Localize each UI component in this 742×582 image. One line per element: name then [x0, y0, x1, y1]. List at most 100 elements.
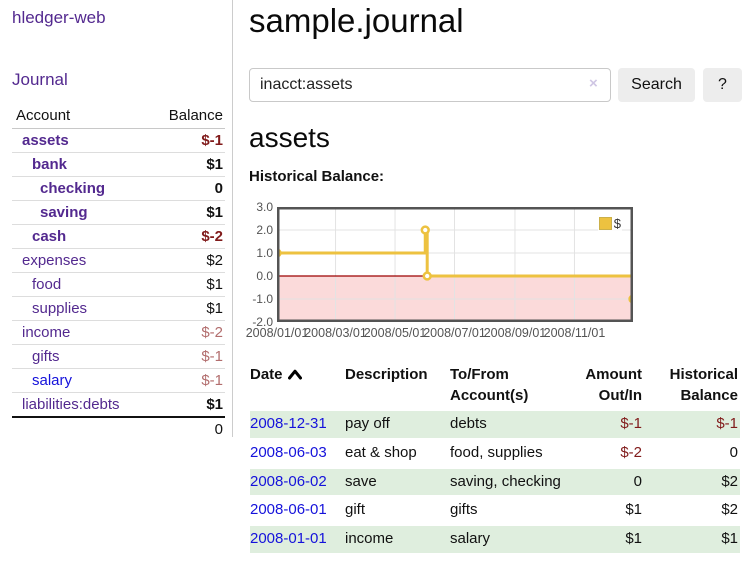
account-balance: $1 [149, 273, 225, 297]
account-link-supplies[interactable]: supplies [32, 300, 87, 317]
total-spacer [12, 417, 149, 441]
transaction-description: gift [345, 497, 450, 524]
transaction-amount: 0 [580, 469, 642, 496]
register-header-accounts: To/From Account(s) [450, 362, 580, 409]
account-link-checking[interactable]: checking [40, 180, 105, 197]
account-row: saving $1 [12, 201, 225, 225]
account-balance: $1 [149, 393, 225, 418]
hledger-web-page: hledger-web Journal Account Balance asse… [0, 0, 742, 582]
account-link-liabilities-debts[interactable]: liabilities:debts [22, 396, 120, 413]
account-row: food $1 [12, 273, 225, 297]
account-balance: $-2 [149, 225, 225, 249]
help-button[interactable]: ? [703, 68, 742, 102]
account-row: liabilities:debts $1 [12, 393, 225, 418]
transaction-accounts: food, supplies [450, 440, 580, 467]
search-input[interactable] [249, 68, 611, 102]
y-axis-tick-label: 1.0 [241, 246, 273, 260]
sidebar-item-journal[interactable]: Journal [12, 70, 68, 90]
sidebar-divider [232, 0, 233, 437]
transaction-date-link[interactable]: 2008-06-01 [250, 501, 327, 518]
chart-title: Historical Balance: [249, 168, 384, 185]
register-row: 2008-06-03 eat & shopfood, supplies$-20 [250, 440, 740, 467]
y-axis-tick-label: -1.0 [241, 292, 273, 306]
account-row: salary $-1 [12, 369, 225, 393]
transaction-balance: $1 [642, 526, 740, 553]
transaction-amount: $1 [580, 497, 642, 524]
chart-canvas [277, 207, 633, 322]
account-link-gifts[interactable]: gifts [32, 348, 60, 365]
account-row: expenses $2 [12, 249, 225, 273]
account-link-assets[interactable]: assets [22, 132, 69, 149]
register-header-amount: Amount Out/In [580, 362, 642, 409]
transaction-accounts: saving, checking [450, 469, 580, 496]
transaction-date-link[interactable]: 2008-12-31 [250, 415, 327, 432]
transaction-amount: $-2 [580, 440, 642, 467]
account-link-saving[interactable]: saving [40, 204, 88, 221]
search-button[interactable]: Search [618, 68, 695, 102]
clear-search-icon[interactable]: × [589, 75, 598, 92]
account-balance: $-1 [149, 129, 225, 153]
register-header-row: Date Description To/From Account(s) Amou… [250, 362, 740, 409]
register-row: 2008-12-31pay offdebts$-1$-1 [250, 411, 740, 438]
transaction-description: income [345, 526, 450, 553]
accounts-header-account: Account [12, 104, 149, 129]
accounts-header-row: Account Balance [12, 104, 225, 129]
account-link-salary[interactable]: salary [32, 372, 72, 389]
transaction-date-link[interactable]: 2008-06-02 [250, 473, 327, 490]
account-row: supplies $1 [12, 297, 225, 321]
search-form: × Search ? [249, 68, 742, 102]
account-link-cash[interactable]: cash [32, 228, 66, 245]
transaction-amount: $1 [580, 526, 642, 553]
register-row: 2008-06-01 giftgifts$1$2 [250, 497, 740, 524]
account-link-expenses[interactable]: expenses [22, 252, 86, 269]
y-axis-tick-label: 3.0 [241, 200, 273, 214]
transaction-accounts: salary [450, 526, 580, 553]
transaction-description: save [345, 469, 450, 496]
account-row: gifts$-1 [12, 345, 225, 369]
account-balance: $1 [149, 153, 225, 177]
account-link-bank[interactable]: bank [32, 156, 67, 173]
account-row: cash $-2 [12, 225, 225, 249]
transaction-accounts: debts [450, 411, 580, 438]
account-section-title: assets [249, 122, 330, 154]
brand-link[interactable]: hledger-web [12, 8, 106, 28]
account-row: checking 0 [12, 177, 225, 201]
accounts-total-row: 0 [12, 417, 225, 441]
historical-balance-chart: $ 3.02.01.00.0-1.0-2.02008/01/012008/03/… [249, 200, 742, 345]
register-header-description: Description [345, 362, 450, 409]
account-balance: 0 [149, 177, 225, 201]
accounts-table: Account Balance assets $-1 bank $1 checking 0… [12, 104, 225, 441]
account-row: bank $1 [12, 153, 225, 177]
account-balance: $1 [149, 297, 225, 321]
transaction-balance: 0 [642, 440, 740, 467]
transaction-balance: $-1 [642, 411, 740, 438]
account-balance: $2 [149, 249, 225, 273]
transaction-accounts: gifts [450, 497, 580, 524]
transaction-date-link[interactable]: 2008-01-01 [250, 530, 327, 547]
sort-asc-icon [288, 369, 302, 380]
transaction-amount: $-1 [580, 411, 642, 438]
y-axis-tick-label: 0.0 [241, 269, 273, 283]
main-content: sample.journal × Search ? assets Histori… [249, 0, 742, 582]
transaction-balance: $2 [642, 469, 740, 496]
legend-label: $ [614, 216, 621, 231]
accounts-header-balance: Balance [149, 104, 225, 129]
register-row: 2008-06-02 savesaving, checking0$2 [250, 469, 740, 496]
register-header-date[interactable]: Date [250, 362, 345, 409]
chart-plot-area: $ [277, 207, 633, 322]
account-balance: $-1 [149, 369, 225, 393]
y-axis-tick-label: 2.0 [241, 223, 273, 237]
account-balance: $1 [149, 201, 225, 225]
transaction-balance: $2 [642, 497, 740, 524]
account-link-income[interactable]: income [22, 324, 70, 341]
register-table: Date Description To/From Account(s) Amou… [250, 360, 740, 555]
transaction-description: eat & shop [345, 440, 450, 467]
transaction-description: pay off [345, 411, 450, 438]
transaction-date-link[interactable]: 2008-06-03 [250, 444, 327, 461]
chart-legend: $ [598, 216, 622, 231]
accounts-total-value: 0 [149, 417, 225, 441]
register-row: 2008-01-01incomesalary$1$1 [250, 526, 740, 553]
account-balance: $-2 [149, 321, 225, 345]
account-link-food[interactable]: food [32, 276, 61, 293]
account-row: income $-2 [12, 321, 225, 345]
